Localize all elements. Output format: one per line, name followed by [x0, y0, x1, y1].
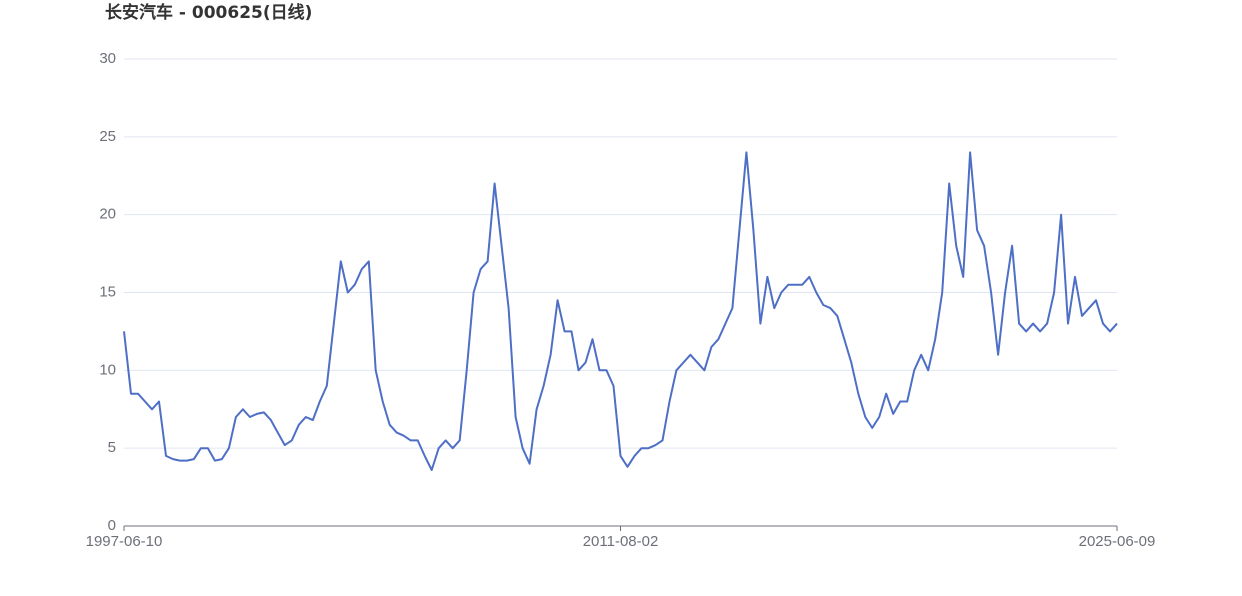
x-tick-label: 2025-06-09 [1079, 533, 1156, 550]
y-tick-label: 15 [99, 283, 116, 300]
y-tick-label: 30 [99, 50, 116, 67]
x-tick-label: 1997-06-10 [86, 533, 163, 550]
chart-title: 长安汽车 - 000625(日线) [105, 2, 312, 23]
x-tick-label: 2011-08-02 [583, 533, 659, 550]
y-tick-label: 10 [99, 361, 116, 378]
price-line [123, 151, 1118, 471]
y-tick-label: 25 [99, 128, 116, 145]
y-tick-label: 5 [108, 439, 116, 456]
y-tick-label: 0 [108, 517, 116, 534]
y-tick-label: 20 [99, 206, 116, 223]
